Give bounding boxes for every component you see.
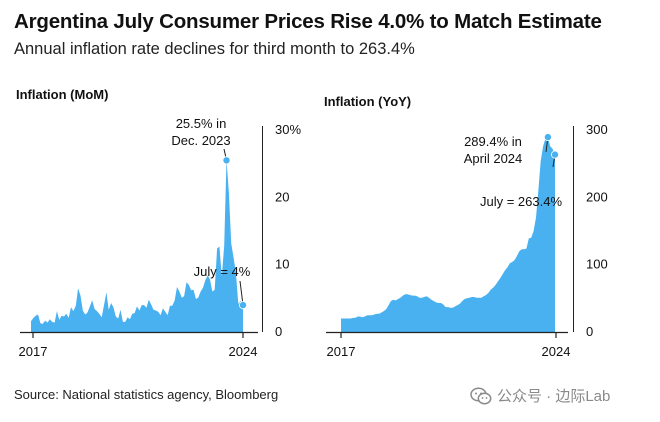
watermark: 公众号 · 边际Lab [470, 385, 610, 406]
mom-annotations: 25.5% in Dec. 2023 July = 4% [171, 116, 251, 310]
yoy-chart-title: Inflation (YoY) [324, 94, 411, 109]
mom-annotation-label: July = 4% [194, 264, 251, 279]
mom-y-tick-label: 20 [275, 189, 289, 204]
mom-area [31, 160, 243, 332]
mom-y-tick-label: 30% [275, 122, 301, 137]
yoy-annotation-point [543, 133, 552, 142]
page-title: Argentina July Consumer Prices Rise 4.0%… [14, 10, 602, 33]
mom-x-tick-label: 2017 [19, 344, 48, 359]
yoy-y-tick-label: 300 [586, 122, 608, 137]
page-subtitle: Annual inflation rate declines for third… [14, 40, 415, 58]
yoy-chart: Inflation (YoY) 300 200 100 0 2017 2024 289.… [324, 94, 608, 359]
mom-annotation-point [238, 301, 247, 310]
mom-chart: Inflation (MoM) 30% 20 10 0 2017 2024 25.5% … [16, 87, 301, 359]
mom-y-tick-label: 10 [275, 257, 289, 272]
yoy-annotations: 289.4% in April 2024 July = 263.4% [464, 133, 562, 209]
yoy-x-tick-label: 2024 [542, 344, 571, 359]
mom-annotation-point [222, 156, 231, 165]
source-note: Source: National statistics agency, Bloo… [14, 387, 279, 402]
wechat-icon [470, 386, 492, 404]
mom-chart-title: Inflation (MoM) [16, 87, 108, 102]
yoy-y-ticks: 300 200 100 0 [586, 122, 608, 339]
yoy-x-ticks: 2017 2024 [327, 332, 571, 359]
mom-annotation-label: 25.5% in [176, 116, 227, 131]
yoy-x-tick-label: 2017 [327, 344, 356, 359]
mom-annotation-label: Dec. 2023 [171, 133, 230, 148]
yoy-y-tick-label: 100 [586, 257, 608, 272]
yoy-area [341, 137, 555, 332]
yoy-annotation-label: 289.4% in [464, 134, 522, 149]
watermark-text: 公众号 · 边际Lab [497, 388, 611, 405]
mom-y-ticks: 30% 20 10 0 [275, 122, 301, 339]
yoy-annotation-label: April 2024 [464, 151, 523, 166]
mom-x-ticks: 2017 2024 [19, 332, 258, 359]
mom-y-tick-label: 0 [275, 324, 282, 339]
yoy-annotation-label: July = 263.4% [480, 194, 562, 209]
yoy-y-tick-label: 0 [586, 324, 593, 339]
mom-x-tick-label: 2024 [229, 344, 258, 359]
mom-annotation-leader [239, 280, 244, 306]
yoy-y-tick-label: 200 [586, 189, 608, 204]
yoy-annotation-point [551, 150, 560, 159]
